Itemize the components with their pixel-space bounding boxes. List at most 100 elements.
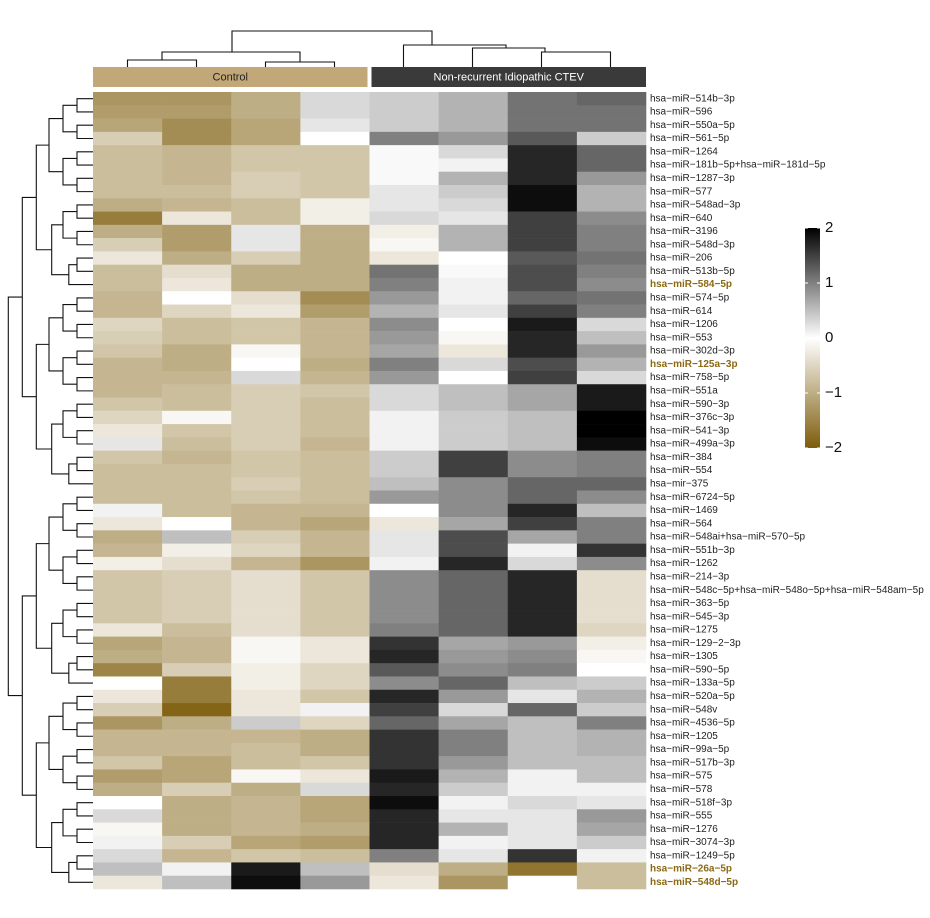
heat-cell: [93, 809, 163, 823]
heat-cell: [576, 596, 647, 611]
heat-cell: [576, 277, 647, 292]
heat-cell: [300, 331, 370, 345]
row-label: hsa−miR−548d−5p: [650, 877, 738, 888]
heat-cell: [300, 424, 370, 438]
row-label: hsa−miR−214−3p: [650, 571, 730, 582]
heat-cell: [300, 716, 370, 730]
row-label: hsa−miR−548d−3p: [650, 239, 735, 250]
heat-cell: [507, 742, 578, 757]
heat-cell: [231, 424, 301, 438]
heat-cell: [162, 410, 232, 425]
group-label: Control: [213, 71, 248, 83]
heat-cell: [369, 663, 439, 677]
heat-cell: [162, 397, 232, 412]
heat-cell: [231, 304, 301, 319]
heat-cell: [438, 517, 509, 531]
heat-cell: [438, 384, 509, 398]
heat-cell: [93, 703, 163, 717]
row-label: hsa−miR−548c−5p+hsa−miR−548o−5p+hsa−miR−…: [650, 585, 924, 596]
heat-cell: [576, 742, 647, 757]
row-label: hsa−miR−551a: [650, 386, 718, 397]
heat-cell: [93, 238, 163, 252]
heat-cell: [507, 862, 578, 877]
heat-cell: [300, 596, 370, 611]
heat-cell: [507, 424, 578, 438]
heat-cell: [300, 357, 370, 372]
heat-cell: [369, 623, 439, 637]
heat-cell: [231, 556, 301, 571]
heat-cell: [438, 118, 509, 133]
heat-cell: [300, 822, 370, 837]
heat-cell: [507, 835, 578, 850]
heat-cell: [93, 291, 163, 305]
heat-cell: [231, 397, 301, 412]
heat-cell: [438, 636, 509, 651]
heat-cell: [369, 357, 439, 372]
heat-cell: [162, 703, 232, 717]
heat-cell: [369, 238, 439, 252]
heat-cell: [93, 676, 163, 691]
heat-cell: [300, 198, 370, 212]
heat-cell: [93, 503, 163, 518]
heat-cell: [507, 437, 578, 451]
heat-cell: [162, 477, 232, 491]
heat-cell: [231, 463, 301, 478]
heat-cell: [300, 835, 370, 850]
heat-cell: [162, 224, 232, 239]
row-label: hsa−miR−1305: [650, 651, 718, 662]
heat-cell: [93, 649, 163, 664]
heat-cell: [576, 410, 647, 425]
heat-cell: [231, 171, 301, 186]
heat-cell: [369, 477, 439, 491]
heat-cell: [162, 198, 232, 212]
heat-cell: [369, 211, 439, 226]
heat-cell: [576, 198, 647, 212]
heat-cell: [507, 663, 578, 677]
heat-cell: [576, 530, 647, 544]
heat-cell: [162, 370, 232, 385]
row-label: hsa−miR−545−3p: [650, 611, 730, 622]
row-label: hsa−miR−590−5p: [650, 664, 730, 675]
heat-cell: [162, 304, 232, 319]
heat-cell: [438, 131, 509, 146]
heat-cell: [300, 556, 370, 571]
heat-cell: [438, 835, 509, 850]
heat-cell: [231, 809, 301, 823]
heat-cell: [369, 291, 439, 305]
heat-cell: [231, 849, 301, 863]
heat-cell: [162, 782, 232, 797]
heat-cell: [507, 649, 578, 664]
row-dendrogram: [7, 98, 93, 883]
heat-cell: [438, 556, 509, 571]
heat-cell: [93, 610, 163, 624]
row-label: hsa−miR−614: [650, 306, 713, 317]
heat-cell: [576, 503, 647, 518]
heat-cell: [438, 716, 509, 730]
heat-cell: [231, 769, 301, 784]
heat-cell: [300, 543, 370, 558]
heat-cell: [507, 211, 578, 226]
heat-cell: [369, 317, 439, 332]
row-label: hsa−miR−553: [650, 332, 713, 343]
heat-cell: [162, 331, 232, 345]
heat-cell: [231, 251, 301, 265]
heat-cell: [93, 636, 163, 651]
heat-cell: [93, 410, 163, 425]
heat-cell: [576, 291, 647, 305]
heat-cell: [231, 370, 301, 385]
colorbar-tick-label: 2: [825, 219, 833, 236]
heat-cell: [300, 756, 370, 770]
group-label: Non-recurrent Idiopathic CTEV: [434, 71, 585, 83]
heat-cell: [369, 556, 439, 571]
heat-cell: [438, 610, 509, 624]
heat-cell: [162, 862, 232, 877]
heat-cell: [507, 344, 578, 358]
heat-cell: [507, 450, 578, 465]
heat-cell: [93, 530, 163, 544]
heat-cell: [231, 822, 301, 837]
heat-cell: [300, 862, 370, 877]
row-label: hsa−miR−4536−5p: [650, 718, 735, 729]
heat-cell: [300, 676, 370, 691]
heat-cell: [231, 796, 301, 810]
heat-cell: [93, 397, 163, 412]
